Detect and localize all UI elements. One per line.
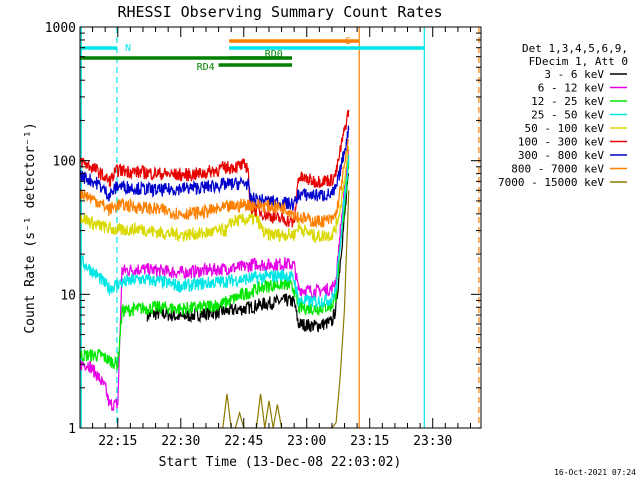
x-tick-label: 23:30	[413, 434, 452, 449]
legend-label: 6 - 12 keV	[538, 82, 605, 95]
series-line	[80, 125, 350, 211]
x-tick-label: 22:15	[98, 434, 137, 449]
series-line	[80, 109, 350, 228]
legend-header: FDecim 1, Att 0	[529, 55, 628, 68]
timestamp: 16-Oct-2021 07:24	[554, 468, 636, 477]
chart-title: RHESSI Observing Summary Count Rates	[117, 3, 442, 21]
y-axis: 1 10 100 1000	[45, 21, 481, 437]
legend-label: 25 - 50 keV	[531, 109, 604, 122]
x-tick-label: 22:30	[161, 434, 200, 449]
legend-label: 3 - 6 keV	[544, 68, 604, 81]
legend-label: 100 - 300 keV	[518, 136, 604, 149]
flag-bars: N S RD0 RD4	[80, 36, 425, 73]
series-line	[146, 173, 350, 333]
x-axis: 22:15 22:30 22:45 23:00 23:15 23:30	[92, 27, 472, 449]
legend-label: 800 - 7000 keV	[511, 163, 604, 176]
legend-label: 300 - 800 keV	[518, 149, 604, 162]
x-tick-label: 23:00	[287, 434, 326, 449]
series-line	[80, 150, 350, 411]
flag-bar-label: S	[345, 36, 351, 47]
flag-bar-label: RD4	[197, 62, 215, 73]
series-line	[80, 146, 350, 243]
flag-bar-label: N	[125, 43, 131, 54]
legend-label: 7000 - 15000 keV	[498, 176, 604, 189]
y-tick-label: 1000	[45, 21, 76, 36]
series-line	[80, 160, 350, 371]
series-line	[80, 155, 350, 309]
legend-header: Det 1,3,4,5,6,9,	[522, 42, 628, 55]
x-tick-label: 23:15	[350, 434, 389, 449]
y-tick-label: 100	[53, 155, 76, 170]
legend: Det 1,3,4,5,6,9,FDecim 1, Att 03 - 6 keV…	[498, 42, 628, 189]
y-axis-label: Count Rate (s⁻¹ detector⁻¹)	[23, 122, 38, 333]
plot-frame	[79, 26, 482, 429]
series-line	[218, 190, 350, 428]
x-axis-label: Start Time (13-Dec-08 22:03:02)	[159, 455, 402, 470]
y-tick-label: 10	[60, 288, 76, 303]
flag-bar-label: RD0	[265, 49, 283, 60]
legend-label: 12 - 25 keV	[531, 95, 604, 108]
x-tick-label: 22:45	[224, 434, 263, 449]
series-line	[80, 139, 350, 228]
y-tick-label: 1	[68, 422, 76, 437]
series-group	[80, 109, 350, 428]
legend-label: 50 - 100 keV	[525, 122, 605, 135]
